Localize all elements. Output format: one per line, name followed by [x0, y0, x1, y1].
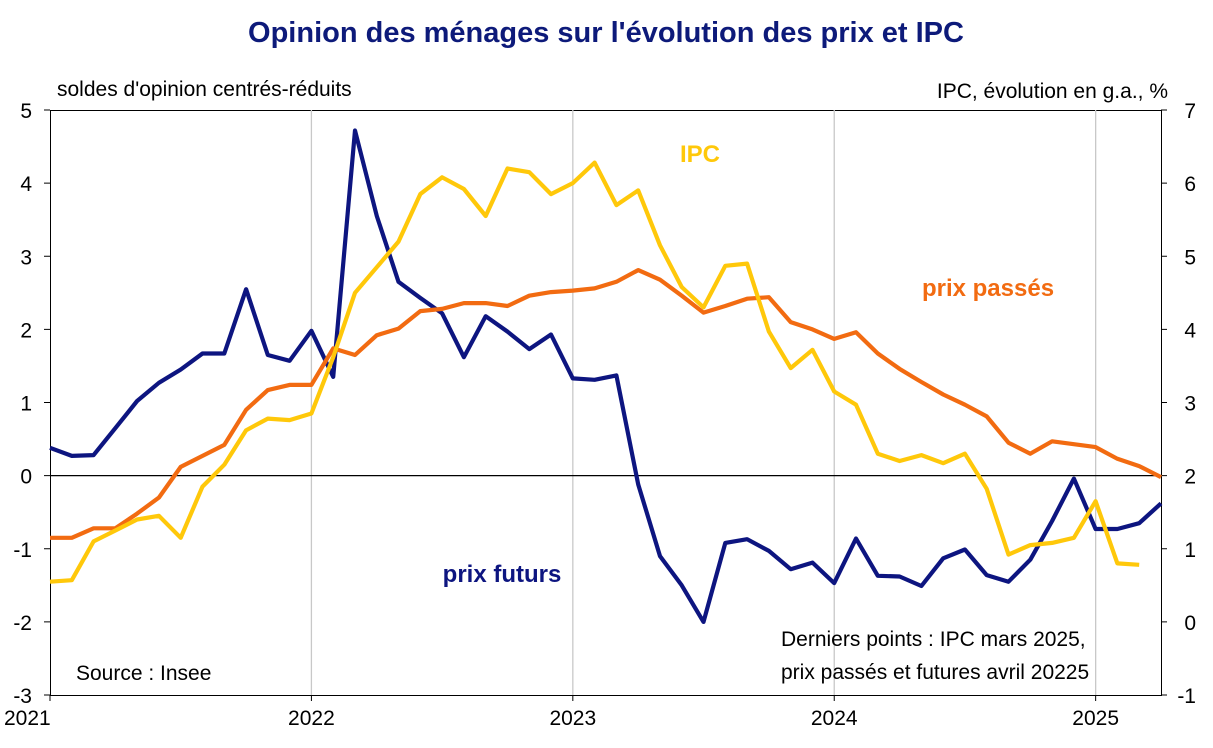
y-left-tick-label: 2 — [20, 319, 32, 342]
plot-frame — [50, 110, 1162, 696]
y-right-tick-label: 6 — [1184, 173, 1196, 196]
y-left-tick-label: -1 — [13, 539, 32, 562]
series-line-prix-passes — [50, 268, 1162, 540]
series-line-prix-futurs — [49, 128, 1163, 625]
x-tick-label: 2021 — [4, 707, 51, 730]
y-right-tick-label: 7 — [1184, 100, 1196, 123]
y-left-axis-label: soldes d'opinion centrés-réduits — [57, 78, 352, 101]
series-line-ipc — [49, 160, 1140, 584]
y-right-axis-label: IPC, évolution en g.a., % — [937, 80, 1168, 103]
y-left-tick-label: 0 — [20, 466, 32, 489]
x-tick-label: 2022 — [288, 707, 335, 730]
y-left-tick-label: 5 — [20, 100, 32, 123]
y-left-ticks: -3 -2 -1 0 1 2 3 4 5 — [13, 100, 50, 708]
x-tick-label: 2023 — [549, 707, 596, 730]
y-right-tick-label: 2 — [1184, 466, 1196, 489]
y-right-tick-label: 5 — [1184, 246, 1196, 269]
y-right-tick-label: 0 — [1184, 612, 1196, 635]
y-right-ticks: -1 0 1 2 3 4 5 6 7 — [1161, 100, 1196, 708]
note-line-2: prix passés et futures avril 20225 — [781, 661, 1089, 684]
gridlines — [50, 110, 1161, 695]
x-tick-label: 2025 — [1072, 707, 1119, 730]
source-note: Source : Insee — [76, 662, 211, 685]
note-line-1: Derniers points : IPC mars 2025, — [781, 628, 1086, 651]
x-ticks: 2021 2022 2023 2024 2025 — [4, 695, 1119, 730]
y-left-tick-label: 3 — [20, 246, 32, 269]
label-ipc: IPC — [680, 141, 720, 168]
x-tick-label: 2024 — [811, 707, 858, 730]
y-right-tick-label: 4 — [1184, 319, 1196, 342]
y-right-tick-label: -1 — [1177, 685, 1196, 708]
y-left-tick-label: -3 — [13, 685, 32, 708]
y-left-tick-label: 4 — [20, 173, 32, 196]
label-prix-futurs: prix futurs — [443, 561, 562, 588]
y-left-tick-label: 1 — [20, 393, 32, 416]
label-prix-passes: prix passés — [922, 275, 1054, 302]
y-left-tick-label: -2 — [13, 612, 32, 635]
chart-title: Opinion des ménages sur l'évolution des … — [248, 17, 964, 49]
y-right-tick-label: 3 — [1184, 393, 1196, 416]
series-lines — [49, 128, 1163, 625]
y-right-tick-label: 1 — [1184, 539, 1196, 562]
